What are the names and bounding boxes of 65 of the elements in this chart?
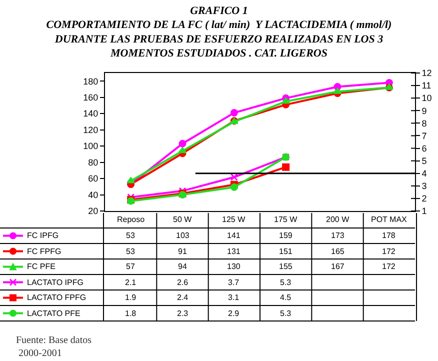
- y2-tick-label: 4: [422, 168, 427, 179]
- x-tick-label: Reposo: [117, 215, 146, 224]
- legend-label: FC PFE: [27, 262, 56, 271]
- data-label: 91: [178, 247, 188, 256]
- y2-tick-label: 9: [422, 106, 427, 116]
- data-label: 2.1: [125, 278, 137, 287]
- y2-tick-label: 3: [422, 181, 427, 192]
- legend-label: LACTATO PFE: [27, 309, 80, 318]
- source-note: Fuente: Base datos 2000-2001: [16, 335, 92, 359]
- data-label: 172: [382, 247, 396, 256]
- y-tick-label: 100: [83, 141, 98, 152]
- y2-tick-label: 5: [422, 156, 427, 166]
- chart-title: GRAFICO 1 COMPORTAMIENTO DE LA FC ( lat/ min) Y LACTACIDEMIA ( mmol/l) DURANTE LAS PRUEBAS DE ESFUERZO REALIZADAS EN LOS 3 MOMENTOS ESTUDIADOS . CAT. LIGEROS: [46, 4, 392, 60]
- y2-tick-label: 11: [422, 80, 432, 91]
- y2-tick-label: 8: [422, 118, 427, 128]
- y2-tick-label: 10: [422, 93, 432, 104]
- data-label: 2.6: [177, 278, 189, 287]
- data-label: 94: [178, 262, 188, 271]
- legend-label: LACTATO FPFG: [27, 293, 86, 302]
- y-tick-label: 20: [88, 206, 98, 216]
- x-tick-label: POT MAX: [371, 215, 408, 224]
- data-label: 131: [227, 247, 241, 256]
- data-label: 141: [227, 231, 241, 240]
- data-label: 165: [331, 247, 345, 256]
- data-label: 167: [331, 262, 345, 271]
- data-label: 173: [331, 231, 345, 240]
- data-label: 2.4: [177, 293, 189, 302]
- data-label: 4.5: [280, 293, 292, 302]
- y-tick-label: 120: [83, 124, 98, 135]
- data-label: 3.7: [228, 278, 240, 287]
- x-tick-label: 175 W: [274, 215, 298, 224]
- legend-label: FC IPFG: [27, 231, 59, 240]
- data-label: 53: [126, 231, 136, 240]
- legend-label: LACTATO IPFG: [27, 278, 84, 287]
- data-label: 5.3: [280, 278, 292, 287]
- data-label: 159: [279, 231, 293, 240]
- data-label: 2.9: [228, 309, 240, 318]
- data-label: 1.8: [125, 309, 137, 318]
- y-tick-label: 140: [83, 108, 98, 119]
- y-tick-label: 40: [88, 190, 98, 200]
- y2-tick-label: 2: [422, 194, 427, 204]
- y2-tick-label: 7: [422, 130, 427, 141]
- legend-label: FC FPFG: [27, 247, 62, 256]
- y2-tick-label: 1: [422, 206, 427, 216]
- data-label: 151: [279, 247, 293, 256]
- data-label: 172: [382, 262, 396, 271]
- data-label: 53: [126, 247, 136, 256]
- data-label: 2.3: [177, 309, 189, 318]
- data-label: 130: [227, 262, 241, 271]
- data-label: 57: [126, 262, 136, 271]
- data-label: 3.1: [228, 293, 240, 302]
- y-tick-label: 60: [88, 174, 98, 184]
- data-label: 178: [382, 231, 396, 240]
- data-label: 1.9: [125, 293, 137, 302]
- y2-tick-label: 12: [422, 68, 432, 78]
- data-label: 155: [279, 262, 293, 271]
- y-tick-label: 180: [83, 76, 98, 86]
- y2-tick-label: 6: [422, 143, 427, 154]
- data-label: 5.3: [280, 309, 292, 318]
- x-tick-label: 125 W: [222, 215, 246, 224]
- y-tick-label: 80: [88, 157, 98, 168]
- data-label: 103: [176, 231, 190, 240]
- x-tick-label: 50 W: [173, 215, 192, 224]
- x-tick-label: 200 W: [326, 215, 350, 224]
- y-tick-label: 160: [83, 92, 98, 102]
